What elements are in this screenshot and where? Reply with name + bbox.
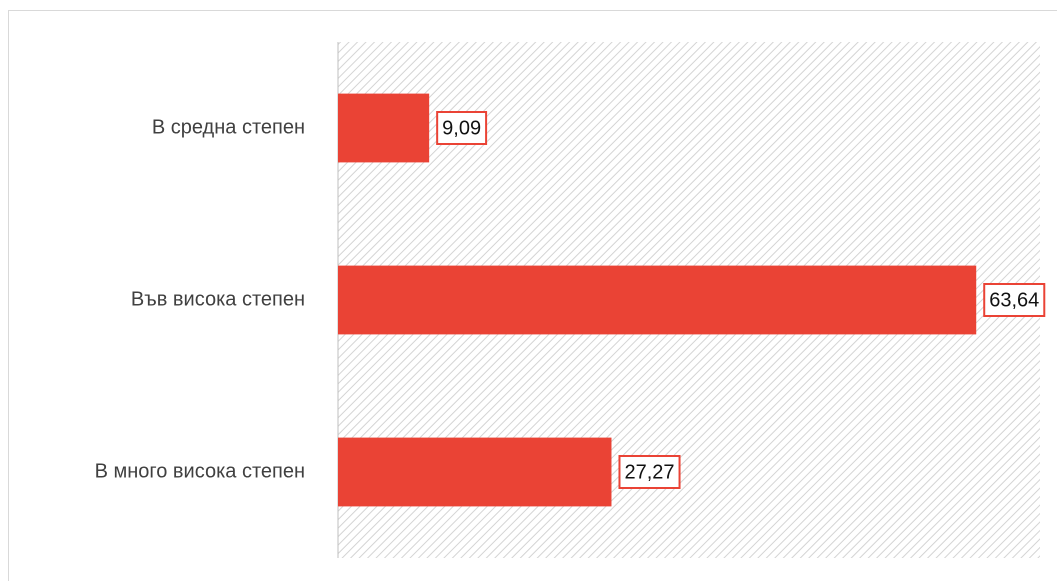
bar	[338, 437, 612, 507]
data-label: 63,64	[989, 289, 1039, 311]
category-label: В средна степен	[152, 116, 305, 138]
data-label-box	[436, 111, 488, 145]
data-label-box	[983, 283, 1046, 317]
data-label: 9,09	[442, 117, 481, 139]
bar	[338, 265, 977, 335]
data-label: 27,27	[624, 461, 674, 483]
category-label: Във висока степен	[131, 288, 305, 310]
data-label-box	[618, 455, 681, 489]
bar	[338, 93, 430, 163]
category-label: В много висока степен	[95, 460, 305, 482]
